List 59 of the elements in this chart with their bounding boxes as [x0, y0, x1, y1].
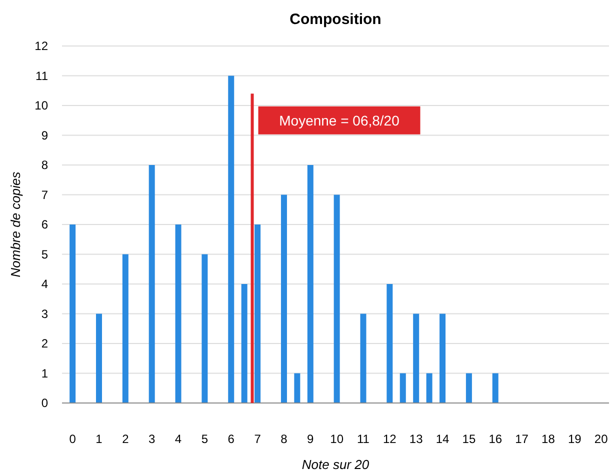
- y-tick-label: 6: [41, 218, 48, 232]
- x-tick-label: 4: [174, 432, 182, 446]
- bar: [307, 165, 314, 403]
- bar: [202, 254, 208, 403]
- y-tick-label: 1: [41, 366, 48, 380]
- y-tick-label: 10: [34, 98, 48, 113]
- y-tick-label: 9: [41, 128, 48, 142]
- ref-line-label: Moyenne = 06,8/20: [279, 112, 400, 128]
- x-tick-label: 20: [594, 432, 608, 446]
- bar: [70, 224, 76, 403]
- bar: [254, 224, 261, 403]
- x-tick-label: 8: [280, 432, 288, 446]
- chart-title: Composition: [290, 11, 382, 28]
- x-tick-label: 0: [69, 432, 76, 446]
- bar: [426, 373, 432, 403]
- x-tick-label: 15: [462, 432, 476, 446]
- bar: [440, 314, 446, 403]
- bar: [122, 254, 128, 403]
- x-tick-label: 5: [201, 432, 208, 446]
- x-tick-label: 3: [148, 432, 156, 446]
- y-tick-label: 5: [41, 247, 48, 262]
- x-tick-label: 17: [515, 432, 529, 446]
- bar: [400, 373, 406, 403]
- y-tick-label: 3: [41, 306, 48, 321]
- y-tick-label: 2: [41, 336, 48, 351]
- x-tick-label: 12: [382, 432, 397, 446]
- y-tick-label: 11: [36, 68, 48, 83]
- x-tick-label: 7: [254, 432, 262, 446]
- x-tick-label: 18: [542, 432, 556, 446]
- x-tick-label: 1: [96, 432, 103, 446]
- bar: [241, 284, 248, 403]
- y-tick-label: 4: [41, 277, 48, 292]
- y-tick-label: 7: [41, 188, 48, 202]
- x-tick-label: 6: [228, 432, 235, 446]
- bar: [148, 165, 155, 403]
- bar: [466, 373, 472, 403]
- y-axis-title: Nombre de copies: [8, 171, 23, 278]
- y-tick-label: 8: [41, 158, 48, 172]
- x-tick-label: 9: [307, 432, 314, 446]
- bar: [228, 76, 234, 403]
- bar: [360, 314, 366, 403]
- x-tick-label: 16: [488, 432, 502, 446]
- bar: [96, 314, 102, 403]
- bar: [386, 284, 393, 403]
- bar: [334, 194, 340, 403]
- x-axis-title: Note sur 20: [302, 457, 370, 472]
- bar: [175, 224, 182, 403]
- x-tick-label: 14: [436, 432, 450, 446]
- bar: [294, 373, 300, 403]
- x-tick-label: 10: [330, 432, 344, 446]
- bar: [492, 373, 498, 403]
- bar: [280, 194, 287, 403]
- bar: [413, 314, 420, 403]
- x-tick-label: 19: [568, 432, 582, 446]
- x-tick-label: 11: [357, 432, 370, 446]
- y-tick-label: 12: [34, 39, 48, 54]
- x-tick-label: 2: [122, 432, 130, 446]
- y-tick-label: 0: [41, 396, 48, 410]
- x-tick-label: 13: [409, 432, 424, 446]
